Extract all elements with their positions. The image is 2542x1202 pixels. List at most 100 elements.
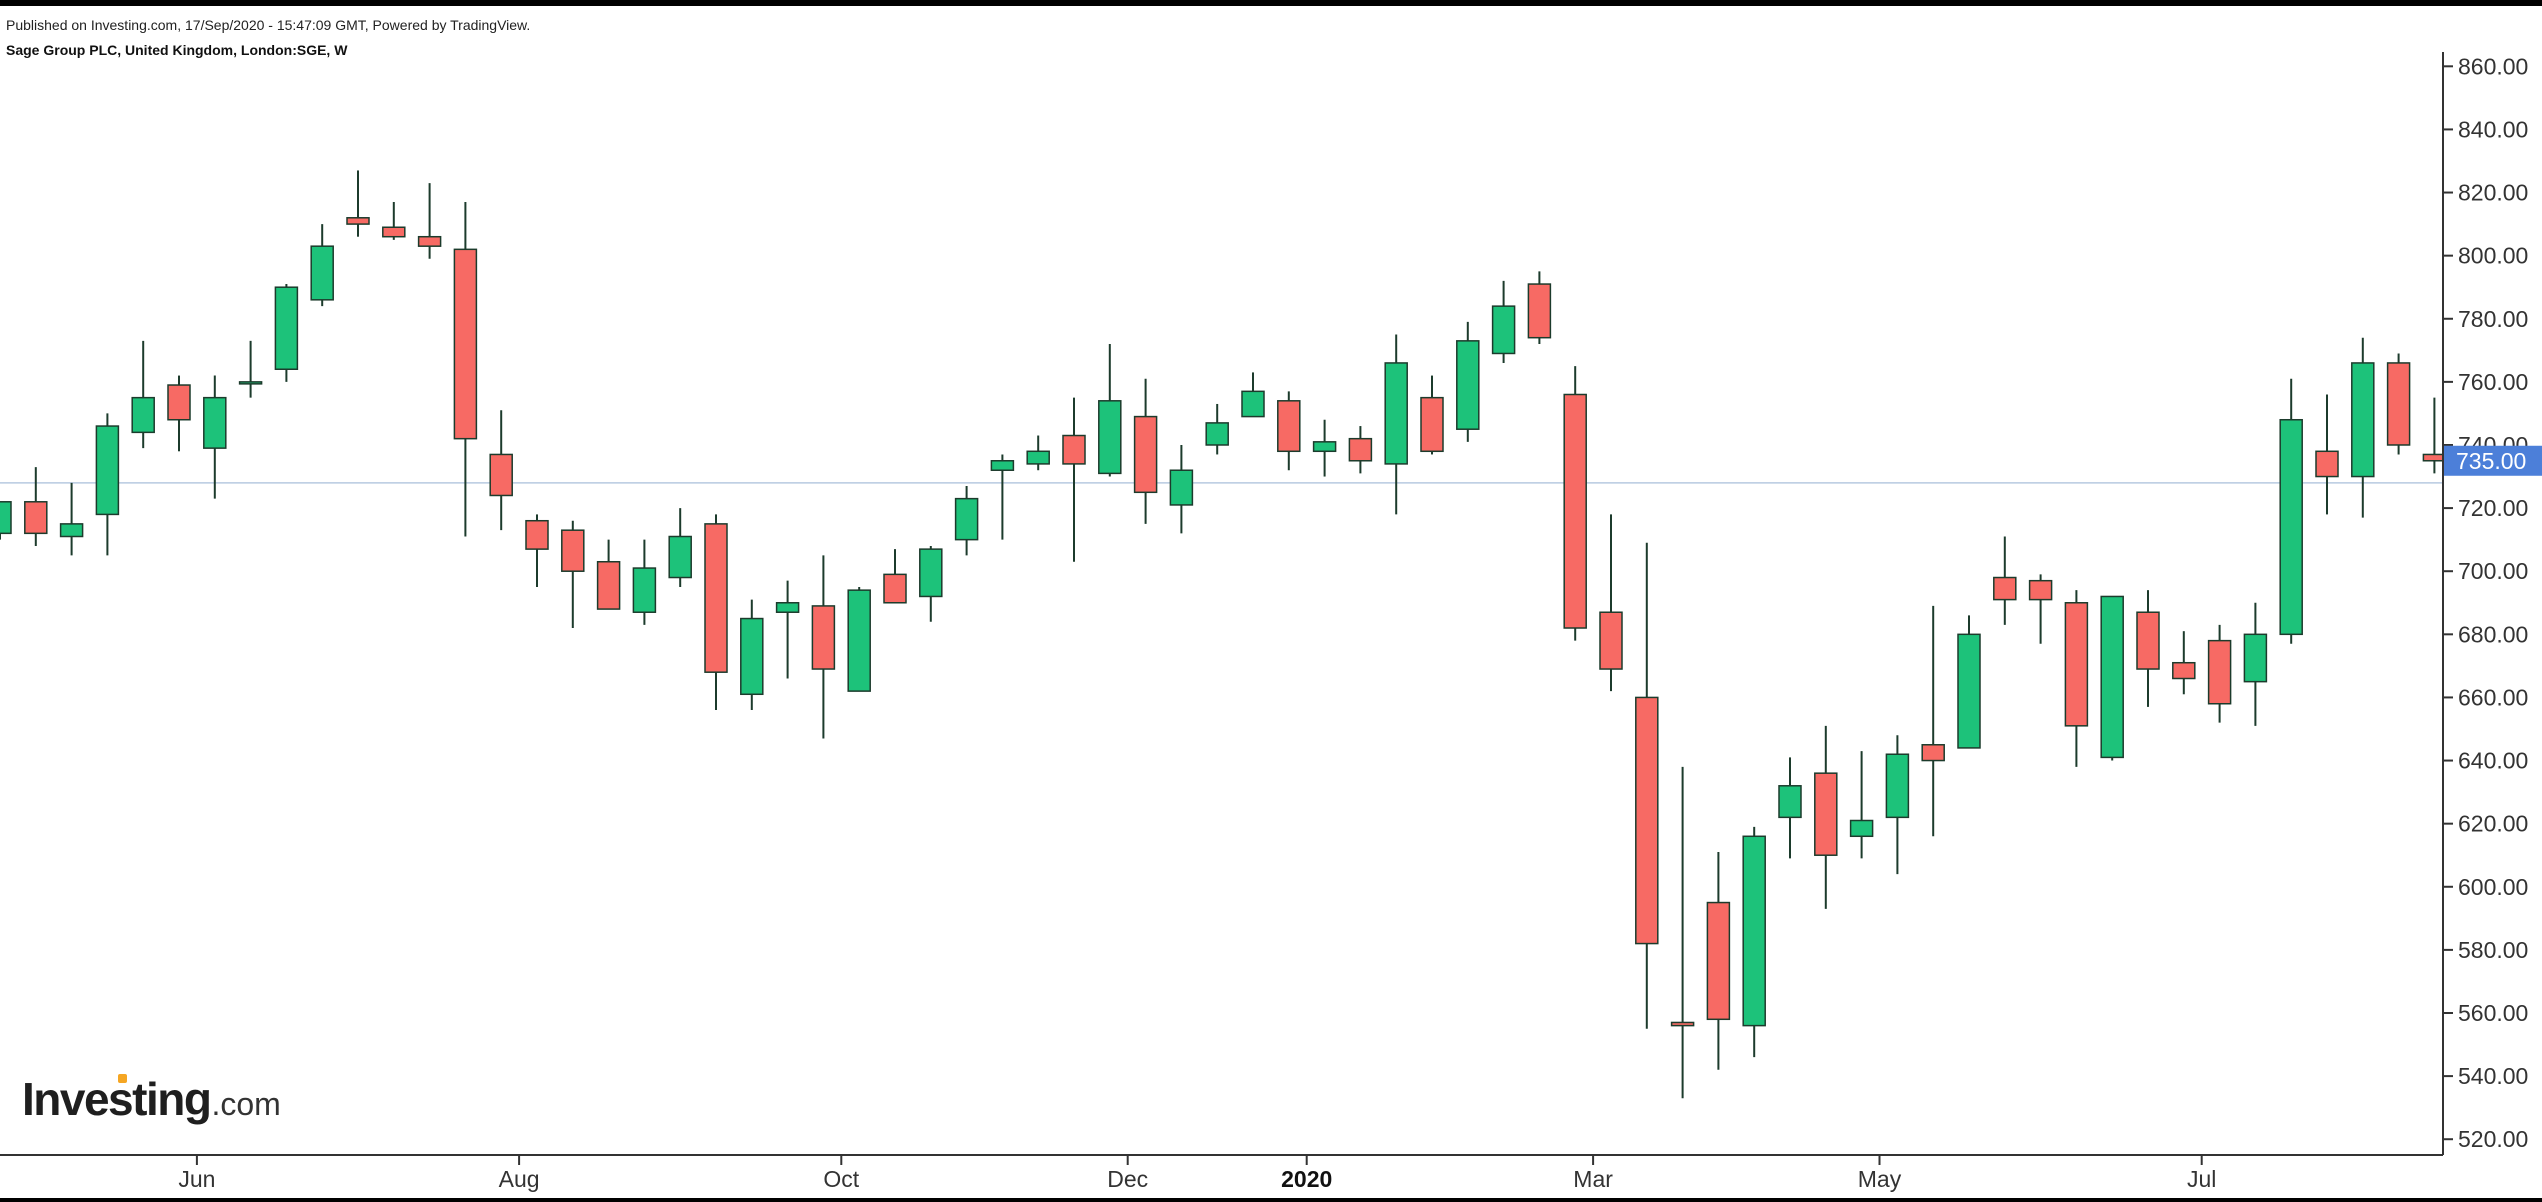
last-price-label: 735.00 [2456,448,2526,474]
candle-body-down[interactable] [2315,450,2339,478]
candle-body-up[interactable] [310,245,334,301]
price-axis-label: 540.00 [2458,1063,2528,1089]
candle-body-up[interactable] [1456,340,1480,430]
candle-body-up[interactable] [740,617,764,696]
candle-body-down[interactable] [561,529,585,572]
candle-body-down[interactable] [2064,602,2089,727]
price-axis-label: 560.00 [2458,1000,2528,1026]
time-axis-label: Jul [2187,1166,2216,1192]
candle-body-up[interactable] [95,425,120,516]
candle-body-down[interactable] [2172,661,2196,680]
candle-body-up[interactable] [990,460,1015,471]
candle-body-down[interactable] [1706,901,1731,1021]
candle-body-up[interactable] [1312,441,1337,453]
logo-dot-icon [118,1074,127,1083]
candle-body-down[interactable] [1670,1021,1695,1027]
publish-note: Published on Investing.com, 17/Sep/2020 … [6,17,531,33]
candle-body-down[interactable] [167,384,191,421]
price-axis-label: 640.00 [2458,748,2528,774]
time-axis-label: Dec [1107,1166,1148,1192]
candle-body-up[interactable] [919,548,943,598]
candle-body-down[interactable] [883,573,907,604]
price-axis-label: 720.00 [2458,495,2528,521]
price-axis-label: 680.00 [2458,621,2528,647]
candle-body-down[interactable] [1277,400,1301,453]
candle-body-up[interactable] [59,523,84,538]
candle-body-down[interactable] [1563,393,1587,629]
candle-body-up[interactable] [1205,422,1229,446]
candle-body-up[interactable] [1849,819,1874,838]
candle-body-up[interactable] [2100,595,2124,759]
candle-body-down[interactable] [1599,611,1623,670]
candle-body-down[interactable] [811,605,836,670]
candle-body-up[interactable] [847,589,871,692]
candle-body-up[interactable] [0,501,12,535]
time-axis-label: Aug [499,1166,540,1192]
candle-body-up[interactable] [1241,390,1265,418]
candle-body-up[interactable] [2351,362,2375,478]
candle-body-up[interactable] [1778,785,1802,819]
time-axis-label: Oct [823,1166,859,1192]
candle-body-up[interactable] [1169,469,1194,506]
candle-body-down[interactable] [1993,576,2017,601]
candle-body-down[interactable] [1348,437,1373,462]
candle-body-up[interactable] [238,381,263,385]
price-axis-label: 580.00 [2458,937,2528,963]
candle-body-up[interactable] [668,535,692,579]
candle-body-down[interactable] [2028,579,2053,601]
candle-body-down[interactable] [382,226,406,238]
time-axis-label: May [1858,1166,1902,1192]
logo-wordmark: Investing [22,1073,212,1125]
candle-body-down[interactable] [2386,362,2411,446]
bottom-frame-bar [0,1198,2542,1202]
candle-body-down[interactable] [453,248,478,440]
price-axis-label: 780.00 [2458,306,2528,332]
price-axis-label: 800.00 [2458,243,2528,269]
price-axis-label: 520.00 [2458,1126,2528,1152]
candle-body-down[interactable] [346,217,370,225]
candle-body-up[interactable] [203,396,227,449]
top-frame-bar [0,0,2542,6]
candle-body-up[interactable] [1026,450,1050,465]
candle-body-up[interactable] [2279,418,2303,636]
symbol-title: Sage Group PLC, United Kingdom, London:S… [6,42,348,58]
candle-body-up[interactable] [954,497,979,541]
price-axis-label: 820.00 [2458,180,2528,206]
candle-body-up[interactable] [1491,305,1516,355]
candle-body-down[interactable] [1814,772,1838,856]
time-axis-label: 2020 [1281,1166,1332,1192]
candle-body-down[interactable] [1133,415,1158,494]
time-axis-label: Jun [178,1166,215,1192]
price-axis-label: 600.00 [2458,874,2528,900]
candle-body-down[interactable] [1527,283,1552,339]
candle-body-down[interactable] [1062,434,1086,465]
candle-body-down[interactable] [704,523,728,673]
logo-domain: .com [211,1086,281,1122]
candle-body-down[interactable] [2136,611,2160,670]
candle-body-down[interactable] [596,560,621,610]
candle-body-down[interactable] [24,501,48,535]
candle-body-up[interactable] [1384,362,1408,465]
candle-body-down[interactable] [1921,744,1945,762]
candle-body-up[interactable] [632,567,657,613]
axes-layer: 520.00 540.00 560.00 580.00 600.00 620.00 640.… [0,52,2542,1192]
candle-body-down[interactable] [1635,696,1659,945]
candle-body-down[interactable] [2207,639,2232,705]
investing-logo: Investing.com [22,1072,281,1126]
candle-body-up[interactable] [2243,633,2268,683]
candle-body-up[interactable] [1957,633,1981,749]
candle-body-down[interactable] [1420,396,1444,453]
candle-body-up[interactable] [1885,753,1910,819]
candle-body-down[interactable] [525,519,549,550]
candle-body-up[interactable] [131,396,155,434]
candle-body-up[interactable] [1742,835,1766,1027]
candle-body-up[interactable] [1098,400,1122,475]
price-axis-label: 620.00 [2458,811,2528,837]
candle-body-down[interactable] [417,235,442,247]
price-axis-label: 700.00 [2458,558,2528,584]
candle-body-up[interactable] [775,602,800,613]
price-axis-label: 660.00 [2458,684,2528,710]
candle-body-up[interactable] [274,286,299,371]
candle-body-down[interactable] [489,453,513,497]
